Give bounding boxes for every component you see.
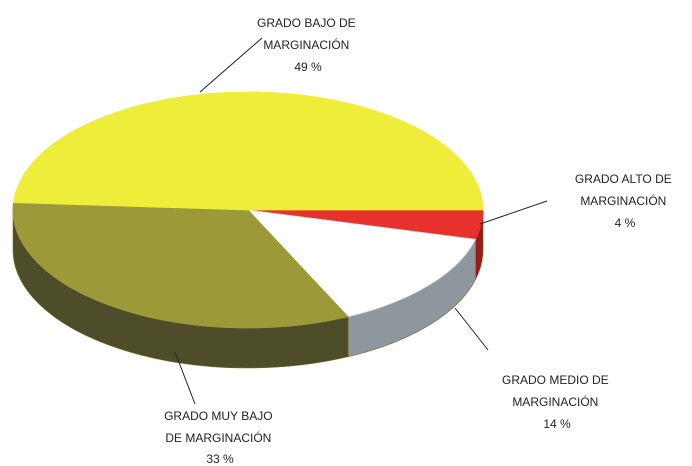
label-grado-muy-bajo-pct: 33 %: [206, 452, 234, 466]
label-grado-alto-line1: GRADO ALTO DE: [575, 172, 672, 186]
label-grado-alto-pct: 4 %: [615, 216, 636, 230]
pie-slice-medio: [246, 209, 477, 318]
pie-slice-bajo: [13, 91, 484, 211]
label-grado-bajo-line2: MARGINACIÓN: [263, 37, 349, 52]
leader-line-muy_bajo: [174, 351, 196, 405]
label-grado-medio-line1: GRADO MEDIO DE: [502, 373, 609, 387]
leader-line-bajo: [199, 37, 263, 93]
leader-line-medio: [454, 307, 489, 351]
label-grado-muy-bajo: GRADO MUY BAJO DE MARGINACIÓN 33 %: [164, 409, 276, 466]
pie-tops: [12, 91, 484, 329]
label-grado-bajo-line1: GRADO BAJO DE: [257, 16, 356, 30]
leader-lines: [174, 37, 548, 405]
leader-line-alto: [479, 200, 548, 225]
label-grado-medio: GRADO MEDIO DE MARGINACIÓN 14 %: [502, 373, 612, 431]
label-grado-muy-bajo-line2: DE MARGINACIÓN: [165, 430, 271, 445]
label-grado-bajo-pct: 49 %: [294, 60, 322, 74]
label-grado-muy-bajo-line1: GRADO MUY BAJO: [164, 409, 272, 423]
label-grado-alto-line2: MARGINACIÓN: [580, 193, 666, 208]
label-grado-medio-pct: 14 %: [543, 417, 571, 431]
pie-slice-muy_bajo: [12, 202, 349, 329]
label-grado-bajo: GRADO BAJO DE MARGINACIÓN 49 %: [257, 16, 359, 74]
label-grado-alto: GRADO ALTO DE MARGINACIÓN 4 %: [575, 172, 675, 230]
label-grado-medio-line2: MARGINACIÓN: [512, 394, 598, 409]
